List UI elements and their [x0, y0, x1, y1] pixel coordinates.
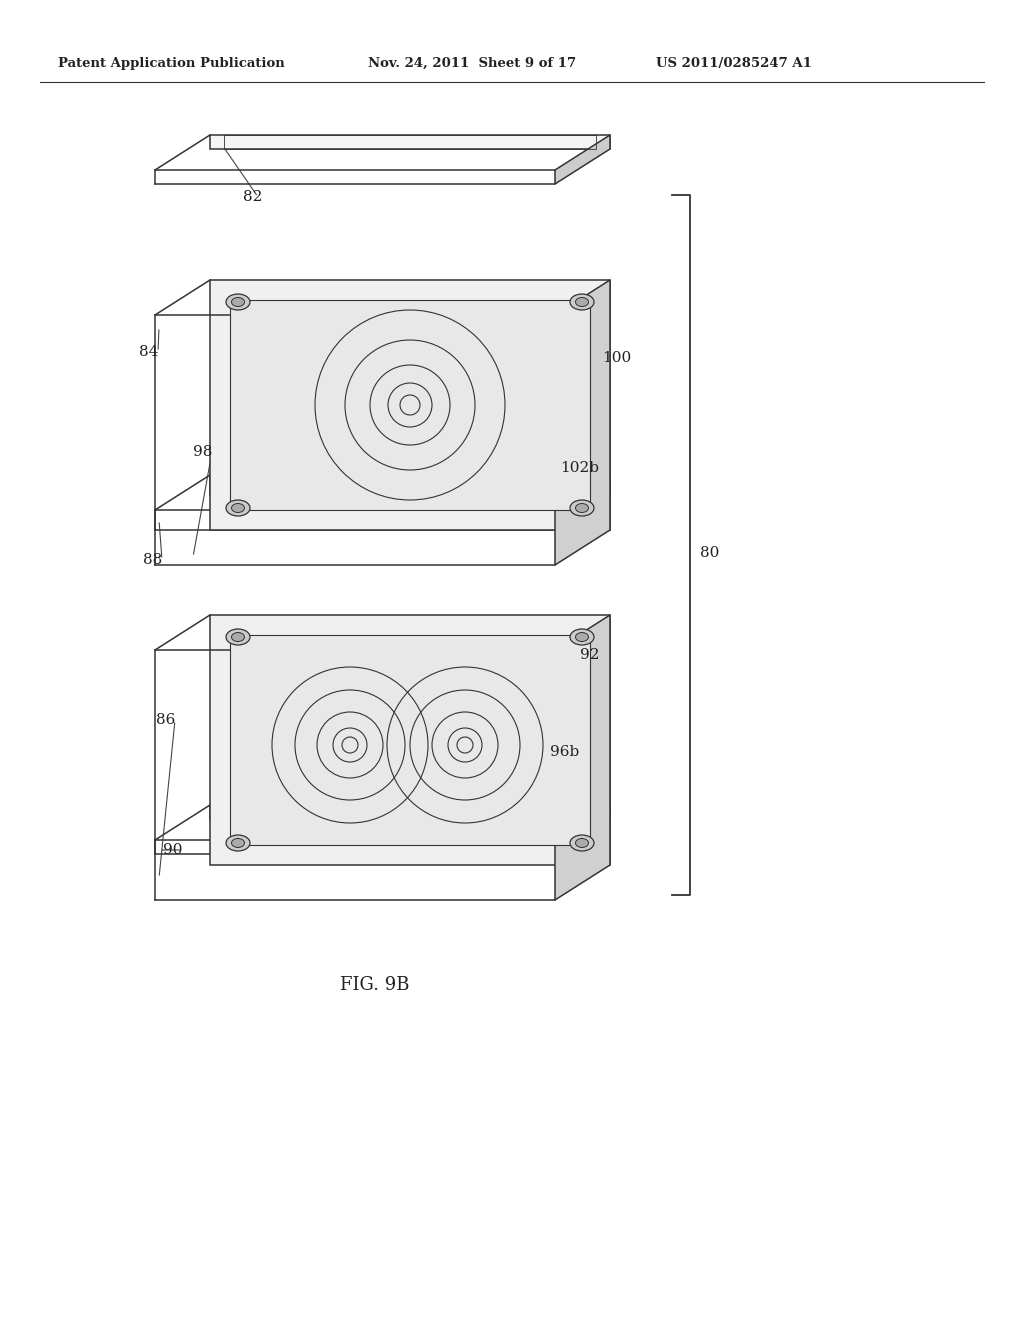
Polygon shape	[210, 280, 610, 531]
Ellipse shape	[231, 297, 245, 306]
Text: 86: 86	[156, 713, 175, 727]
Ellipse shape	[226, 500, 250, 516]
Text: 98: 98	[193, 445, 212, 459]
Ellipse shape	[226, 630, 250, 645]
Ellipse shape	[226, 836, 250, 851]
Polygon shape	[230, 300, 590, 510]
Text: Patent Application Publication: Patent Application Publication	[58, 57, 285, 70]
Polygon shape	[210, 615, 610, 865]
Text: 96b: 96b	[550, 744, 580, 759]
Text: 102b: 102b	[560, 461, 599, 475]
Polygon shape	[555, 280, 610, 565]
Text: 90: 90	[164, 843, 183, 857]
Ellipse shape	[575, 838, 589, 847]
Polygon shape	[555, 475, 610, 531]
Ellipse shape	[231, 838, 245, 847]
Text: Nov. 24, 2011  Sheet 9 of 17: Nov. 24, 2011 Sheet 9 of 17	[368, 57, 577, 70]
Ellipse shape	[231, 503, 245, 512]
Polygon shape	[210, 805, 610, 818]
Text: 82: 82	[243, 190, 262, 205]
Polygon shape	[555, 805, 610, 854]
Ellipse shape	[570, 294, 594, 310]
Ellipse shape	[570, 630, 594, 645]
Text: 84: 84	[138, 345, 158, 359]
Text: 92: 92	[580, 648, 599, 663]
Polygon shape	[230, 635, 590, 845]
Ellipse shape	[575, 632, 589, 642]
Ellipse shape	[226, 294, 250, 310]
Ellipse shape	[231, 632, 245, 642]
Text: 80: 80	[700, 546, 720, 560]
Ellipse shape	[570, 500, 594, 516]
Text: 88: 88	[142, 553, 162, 568]
Polygon shape	[210, 475, 610, 495]
Ellipse shape	[575, 503, 589, 512]
Text: US 2011/0285247 A1: US 2011/0285247 A1	[656, 57, 812, 70]
Polygon shape	[555, 135, 610, 183]
Polygon shape	[555, 615, 610, 900]
Ellipse shape	[575, 297, 589, 306]
Text: 100: 100	[602, 351, 631, 366]
Ellipse shape	[570, 836, 594, 851]
Polygon shape	[210, 135, 610, 149]
Text: FIG. 9B: FIG. 9B	[340, 975, 410, 994]
